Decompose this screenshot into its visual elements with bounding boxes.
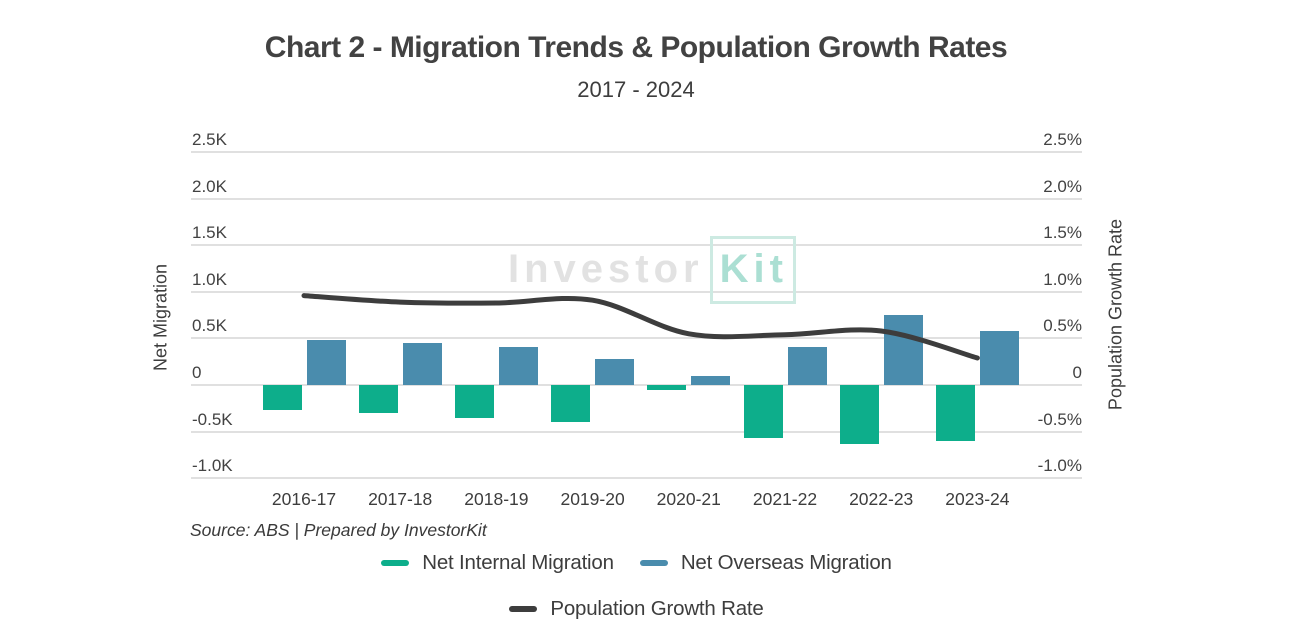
gridline-2.5K bbox=[191, 151, 1082, 154]
bar-net-overseas-migration-2021-22 bbox=[787, 346, 827, 385]
population-growth-rate-swatch-icon bbox=[509, 606, 538, 612]
left-tick-label: 2.0K bbox=[192, 176, 227, 196]
bar-net-overseas-migration-2016-17 bbox=[306, 340, 346, 385]
watermark-logo-box: Kit bbox=[709, 236, 796, 304]
bar-net-overseas-migration-2018-19 bbox=[498, 346, 538, 385]
x-label-2021-22: 2021-22 bbox=[752, 489, 818, 509]
right-tick-label: -1.0% bbox=[1037, 456, 1082, 476]
right-tick-label: 0 bbox=[1072, 363, 1082, 382]
x-label-2017-18: 2017-18 bbox=[368, 489, 433, 509]
left-tick-label: -0.5K bbox=[192, 409, 233, 429]
bar-net-overseas-migration-2017-18 bbox=[402, 343, 442, 385]
net-internal-migration-swatch-icon bbox=[381, 560, 410, 566]
right-tick-label: 1.0% bbox=[1043, 269, 1082, 289]
bar-net-overseas-migration-2020-21 bbox=[691, 375, 731, 385]
source-note: Source: ABS | Prepared by InvestorKit bbox=[190, 520, 487, 540]
legend-label: Net Overseas Migration bbox=[680, 551, 892, 574]
right-tick-label: 1.5% bbox=[1043, 223, 1082, 243]
legend-label: Population Growth Rate bbox=[550, 597, 764, 620]
chart-subtitle: 2017 - 2024 bbox=[577, 77, 695, 102]
bar-net-overseas-migration-2019-20 bbox=[595, 358, 635, 385]
legend-row-1: Net Internal Migration Net Overseas Migr… bbox=[0, 551, 1273, 575]
left-tick-label: 1.0K bbox=[192, 269, 227, 289]
gridline-0.5K bbox=[191, 337, 1082, 340]
left-tick-label: 0 bbox=[192, 363, 202, 382]
right-tick-label: -0.5% bbox=[1037, 409, 1082, 429]
x-label-2016-17: 2016-17 bbox=[271, 489, 337, 509]
right-tick-label: 2.0% bbox=[1043, 176, 1082, 196]
x-label-2023-24: 2023-24 bbox=[945, 489, 1010, 509]
right-tick-label: 2.5% bbox=[1043, 130, 1082, 150]
bar-net-internal-migration-2022-23 bbox=[839, 385, 879, 444]
legend-row-2: Population Growth Rate bbox=[0, 597, 1273, 621]
gridline-1.5K bbox=[191, 244, 1082, 247]
bar-net-internal-migration-2023-24 bbox=[935, 385, 975, 441]
bar-net-internal-migration-2019-20 bbox=[551, 385, 591, 423]
gridline-0 bbox=[191, 384, 1082, 386]
x-label-2019-20: 2019-20 bbox=[560, 489, 625, 509]
gridline--1.0K bbox=[191, 477, 1082, 480]
x-label-2022-23: 2022-23 bbox=[849, 489, 914, 509]
net-overseas-migration-swatch-icon bbox=[639, 560, 668, 566]
left-tick-label: -1.0K bbox=[192, 456, 233, 476]
right-tick-label: 0.5% bbox=[1043, 316, 1082, 336]
left-tick-label: 1.5K bbox=[192, 223, 227, 243]
bar-net-overseas-migration-2023-24 bbox=[979, 330, 1019, 385]
legend-item-net-internal-migration[interactable]: Net Internal Migration bbox=[381, 551, 614, 575]
legend-item-population-growth-rate[interactable]: Population Growth Rate bbox=[509, 597, 764, 621]
watermark: Investor Kit bbox=[508, 236, 796, 304]
bar-net-internal-migration-2020-21 bbox=[647, 385, 687, 390]
bar-net-internal-migration-2017-18 bbox=[358, 385, 398, 413]
x-label-2018-19: 2018-19 bbox=[464, 489, 529, 509]
watermark-text: Investor bbox=[508, 247, 704, 291]
bar-net-internal-migration-2016-17 bbox=[262, 385, 302, 411]
left-tick-label: 0.5K bbox=[192, 316, 227, 336]
left-tick-label: 2.5K bbox=[192, 130, 227, 150]
gridline-1.0K bbox=[191, 290, 1082, 293]
gridline--0.5K bbox=[191, 430, 1082, 433]
bar-net-overseas-migration-2022-23 bbox=[883, 315, 923, 385]
x-label-2020-21: 2020-21 bbox=[656, 489, 721, 509]
bar-net-internal-migration-2018-19 bbox=[454, 385, 494, 418]
bar-net-internal-migration-2021-22 bbox=[743, 385, 783, 439]
chart-title: Chart 2 - Migration Trends & Population … bbox=[264, 31, 1008, 64]
legend-label: Net Internal Migration bbox=[422, 551, 614, 574]
gridline-2.0K bbox=[191, 197, 1082, 200]
legend-item-net-overseas-migration[interactable]: Net Overseas Migration bbox=[639, 551, 892, 575]
